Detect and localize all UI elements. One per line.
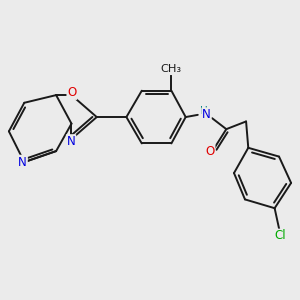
Text: Cl: Cl bbox=[274, 230, 286, 242]
Text: O: O bbox=[67, 86, 76, 99]
Text: O: O bbox=[206, 145, 214, 158]
Text: N: N bbox=[67, 135, 75, 148]
Text: N: N bbox=[202, 108, 211, 121]
Text: H: H bbox=[200, 106, 208, 116]
Text: CH₃: CH₃ bbox=[161, 64, 182, 74]
Text: N: N bbox=[18, 156, 27, 169]
